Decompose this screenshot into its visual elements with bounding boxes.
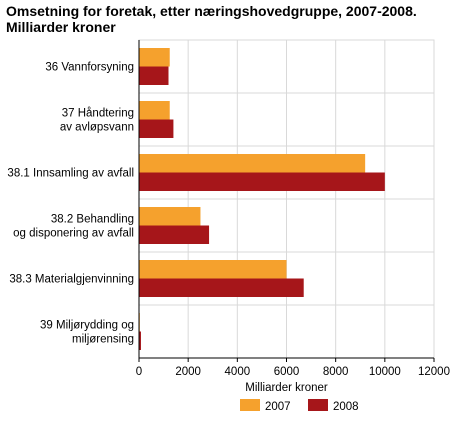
bar-2008	[139, 225, 210, 244]
bar-2008	[139, 119, 174, 138]
bar-2007	[139, 48, 170, 67]
category-label: 38.1 Innsamling av avfall	[7, 168, 134, 180]
bar-2007	[139, 154, 366, 173]
chart-title-line-2: Milliarder kroner	[6, 19, 116, 35]
x-axis-title: Milliarder kroner	[245, 382, 328, 394]
chart-title-line-1: Omsetning for foretak, etter næringshove…	[6, 3, 417, 19]
legend-swatch-2007	[240, 399, 260, 411]
x-tick-label: 0	[136, 366, 142, 378]
x-tick-label: 6000	[274, 366, 300, 378]
x-tick-label: 12000	[418, 366, 450, 378]
bar-2008	[139, 172, 385, 191]
x-tick-label: 2000	[175, 366, 201, 378]
legend-label-2008: 2008	[333, 401, 359, 413]
bar-2007	[139, 260, 287, 279]
bar-2008	[139, 278, 304, 297]
bar-2008	[139, 331, 141, 350]
legend-label-2007: 2007	[265, 401, 291, 413]
x-tick-label: 10000	[369, 366, 401, 378]
category-label: 39 Miljørydding og	[40, 320, 134, 332]
category-label: og disponering av avfall	[13, 228, 134, 240]
category-label: miljørensing	[72, 334, 134, 346]
bar-2007	[139, 101, 170, 120]
category-label: 38.2 Behandling	[51, 214, 134, 226]
category-label: 37 Håndtering	[62, 108, 134, 120]
category-label: 36 Vannforsyning	[45, 62, 134, 74]
x-tick-label: 8000	[323, 366, 349, 378]
bar-2008	[139, 66, 169, 85]
category-label: 38.3 Materialgjenvinning	[9, 274, 134, 286]
x-tick-label: 4000	[225, 366, 251, 378]
chart-title: Omsetning for foretak, etter næringshove…	[6, 3, 446, 35]
category-label: av avløpsvann	[60, 122, 134, 134]
bar-2007	[139, 207, 201, 226]
legend-swatch-2008	[308, 399, 328, 411]
